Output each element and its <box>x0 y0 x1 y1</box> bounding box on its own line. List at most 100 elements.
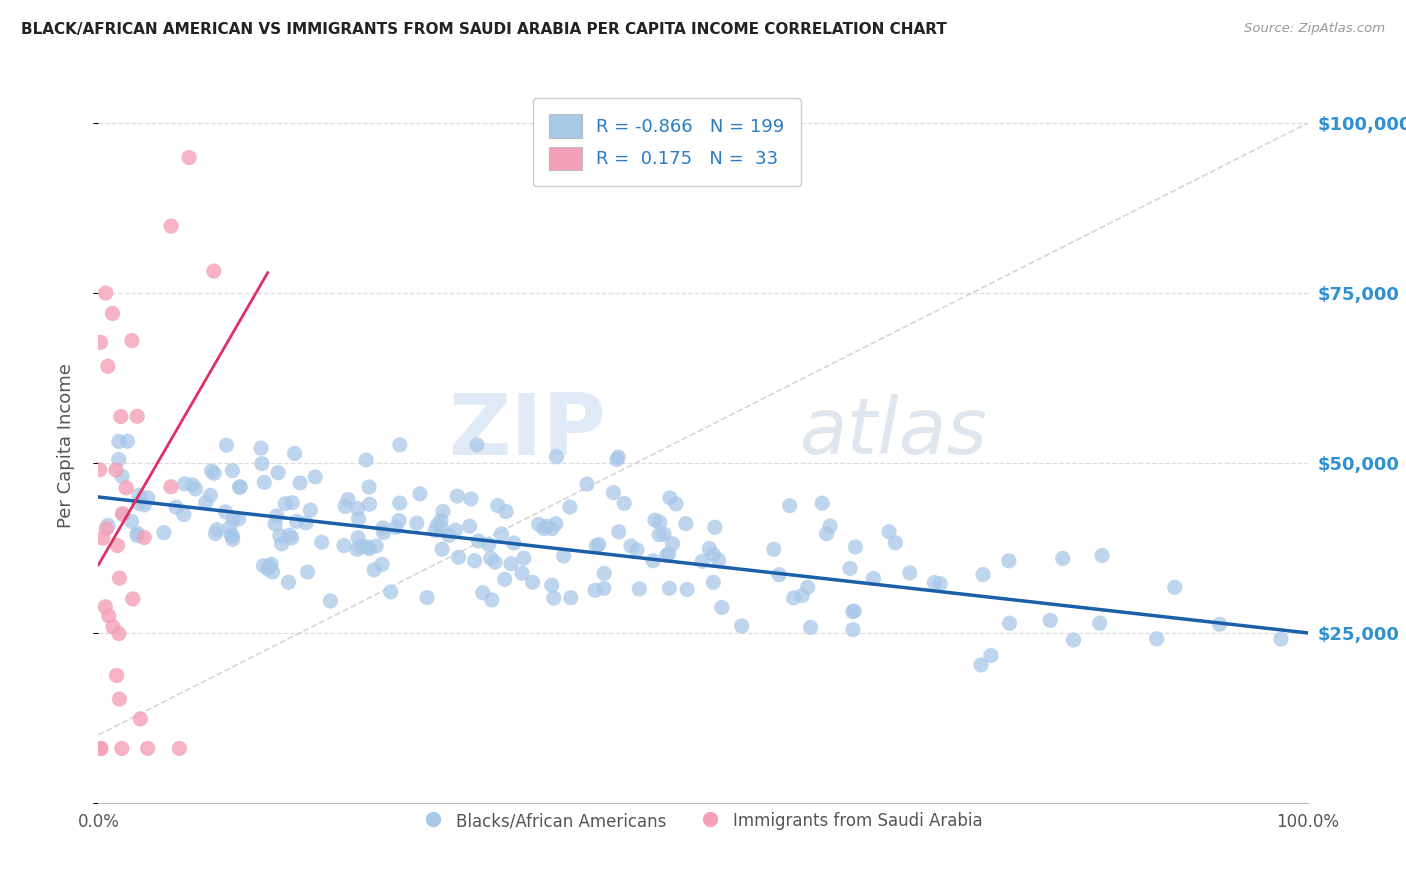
Point <box>697 541 720 556</box>
Point <box>884 536 907 550</box>
Point <box>285 515 308 529</box>
Point <box>117 434 139 449</box>
Point <box>779 499 801 513</box>
Point <box>277 575 299 590</box>
Point <box>311 535 333 549</box>
Point <box>495 505 517 519</box>
Point <box>333 539 356 553</box>
Point <box>319 594 342 608</box>
Point <box>219 528 242 542</box>
Point <box>652 527 675 541</box>
Point <box>575 477 598 491</box>
Point <box>613 496 636 510</box>
Point <box>136 741 159 756</box>
Point <box>97 359 120 374</box>
Point <box>363 563 385 577</box>
Point <box>543 591 565 605</box>
Point <box>800 620 823 634</box>
Point <box>558 500 581 514</box>
Point <box>929 576 952 591</box>
Point <box>90 741 112 756</box>
Point <box>299 503 322 517</box>
Point <box>359 480 381 494</box>
Point <box>479 551 502 566</box>
Point <box>527 517 550 532</box>
Point <box>134 531 156 545</box>
Point <box>620 539 643 553</box>
Point <box>540 522 562 536</box>
Point <box>356 540 378 554</box>
Point <box>105 668 128 682</box>
Point <box>661 537 683 551</box>
Point <box>270 537 292 551</box>
Point <box>347 531 370 545</box>
Point <box>502 536 524 550</box>
Point <box>129 712 152 726</box>
Point <box>253 475 276 490</box>
Point <box>200 488 222 502</box>
Point <box>107 452 129 467</box>
Point <box>533 522 555 536</box>
Point <box>128 488 150 502</box>
Point <box>606 452 628 467</box>
Point <box>432 504 454 518</box>
Point <box>333 500 356 514</box>
Point <box>465 438 488 452</box>
Point <box>89 463 111 477</box>
Point <box>101 306 124 320</box>
Point <box>494 572 516 586</box>
Point <box>160 480 183 494</box>
Point <box>165 500 187 515</box>
Point <box>136 491 159 505</box>
Point <box>1146 632 1168 646</box>
Point <box>970 657 993 672</box>
Point <box>998 616 1021 631</box>
Point <box>184 482 207 496</box>
Point <box>134 498 156 512</box>
Text: Source: ZipAtlas.com: Source: ZipAtlas.com <box>1244 22 1385 36</box>
Point <box>762 542 785 557</box>
Point <box>359 497 381 511</box>
Point <box>202 467 225 481</box>
Point <box>359 541 381 556</box>
Point <box>288 475 311 490</box>
Point <box>337 492 360 507</box>
Point <box>91 531 114 545</box>
Point <box>602 485 624 500</box>
Point <box>214 505 236 519</box>
Point <box>94 286 117 301</box>
Text: atlas: atlas <box>800 393 987 470</box>
Point <box>94 599 117 614</box>
Point <box>478 537 501 551</box>
Point <box>544 516 567 531</box>
Point <box>364 539 387 553</box>
Point <box>628 582 651 596</box>
Point <box>278 528 301 542</box>
Point <box>346 501 368 516</box>
Point <box>1052 551 1074 566</box>
Point <box>998 554 1021 568</box>
Point <box>593 566 616 581</box>
Point <box>583 583 606 598</box>
Point <box>710 600 733 615</box>
Point <box>782 591 804 605</box>
Point <box>702 575 724 590</box>
Point <box>444 523 467 537</box>
Point <box>97 608 120 623</box>
Point <box>201 464 224 478</box>
Point <box>385 520 408 534</box>
Point <box>250 441 273 455</box>
Point <box>111 507 134 521</box>
Point <box>658 582 681 596</box>
Point <box>1270 632 1292 647</box>
Point <box>89 335 111 350</box>
Point <box>380 585 402 599</box>
Point <box>731 619 754 633</box>
Point <box>371 558 394 572</box>
Point <box>768 567 790 582</box>
Point <box>127 529 149 543</box>
Point <box>121 334 143 348</box>
Point <box>228 480 250 494</box>
Point <box>703 548 725 562</box>
Point <box>460 491 482 506</box>
